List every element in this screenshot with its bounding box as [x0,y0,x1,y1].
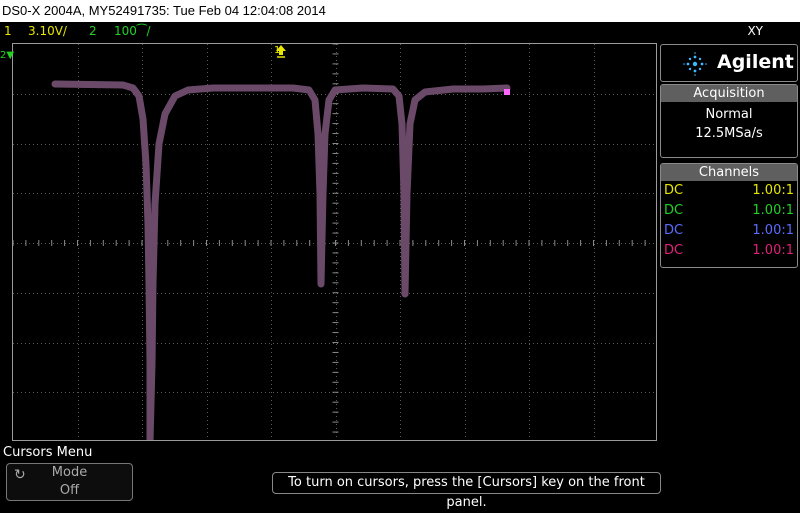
channel-2-ground-marker[interactable]: 2▼ [0,50,15,61]
channel-2-scale: 100⁀/ [114,24,151,38]
channel-2-coupling: DC [664,203,684,218]
waveform-graticule [13,44,656,440]
channel-4-coupling: DC [664,243,684,258]
cursor-mode-value: Off [59,483,80,498]
acquisition-header: Acquisition [661,85,797,102]
trigger-position-marker[interactable]: 1 [272,43,288,59]
channel-4-probe-ratio: 1.00:1 [752,243,794,258]
acquisition-panel[interactable]: Acquisition Normal 12.5MSa/s [660,84,798,158]
channels-panel[interactable]: Channels DC 1.00:1 DC 1.00:1 DC 1.00:1 D… [660,163,798,268]
channel-1-coupling: DC [664,183,684,198]
channel-2-number: 2 [89,24,97,38]
channel-row-3[interactable]: DC 1.00:1 [661,221,797,241]
channel-3-probe-ratio: 1.00:1 [752,223,794,238]
brand-panel: Agilent [660,44,798,82]
rotate-knob-icon: ↻ [14,467,26,483]
acquisition-mode: Normal [705,107,753,122]
channel-1-scale: 3.10V/ [28,24,67,38]
agilent-spark-icon [683,52,707,76]
status-bar: 1 3.10V/ 2 100⁀/ XY [0,22,800,41]
sample-rate: 12.5MSa/s [695,126,763,141]
cursor-mode-label: Mode [51,465,88,480]
channel-3-coupling: DC [664,223,684,238]
channel-1-number: 1 [4,24,12,38]
channel-row-1[interactable]: DC 1.00:1 [661,181,797,201]
softkey-menu-title: Cursors Menu [3,445,93,460]
channel-row-2[interactable]: DC 1.00:1 [661,201,797,221]
xy-trace [51,80,511,440]
cursor-mode-softkey[interactable]: ↻ Mode Off [6,463,133,501]
brand-name: Agilent [717,51,794,73]
channel-row-4[interactable]: DC 1.00:1 [661,241,797,261]
channels-header: Channels [661,164,797,181]
waveform-display[interactable] [12,43,657,441]
channel-1-probe-ratio: 1.00:1 [752,183,794,198]
display-mode-label: XY [747,24,763,38]
help-message: To turn on cursors, press the [Cursors] … [272,472,661,510]
window-title: DS0-X 2004A, MY52491735: Tue Feb 04 12:0… [0,0,800,22]
trace-end-dot [504,89,510,95]
channel-2-probe-ratio: 1.00:1 [752,203,794,218]
